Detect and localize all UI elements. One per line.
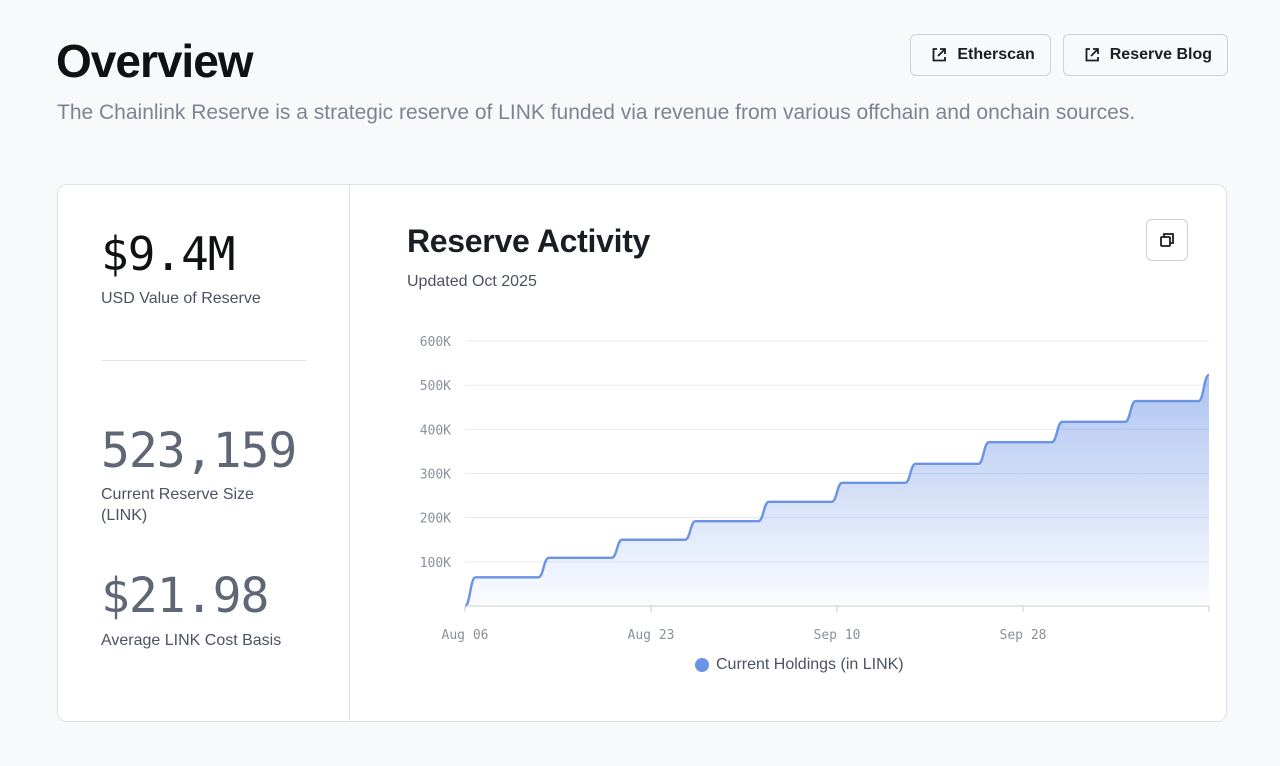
y-tick-label: 200K — [420, 512, 451, 527]
reserve-blog-button[interactable]: Reserve Blog — [1062, 34, 1228, 76]
y-tick-label: 100K — [420, 556, 451, 571]
cost-basis-label: Average LINK Cost Basis — [101, 632, 282, 649]
x-tick-label: Aug 23 — [628, 628, 675, 643]
copy-button[interactable] — [1146, 219, 1188, 261]
reserve-card: $9.4M USD Value of Reserve 523,159 Curre… — [57, 184, 1227, 722]
header-buttons: Etherscan Reserve Blog — [910, 34, 1228, 76]
usd-value: $9.4M — [101, 227, 235, 281]
page-description: The Chainlink Reserve is a strategic res… — [57, 101, 1136, 124]
x-tick-label: Sep 10 — [814, 628, 861, 643]
y-tick-label: 400K — [420, 423, 451, 438]
x-tick-label: Aug 06 — [442, 628, 489, 643]
reserve-activity-chart: 100K 200K 300K 400K 500K 600K Aug 06 Aug 23 Sep … — [420, 335, 1210, 643]
chart-panel: Reserve Activity Updated Oct 2025 100K 20… — [351, 185, 1226, 721]
chart-legend: Current Holdings (in LINK) — [695, 656, 904, 674]
legend-dot — [695, 658, 709, 672]
chart-title: Reserve Activity — [407, 223, 651, 259]
y-tick-label: 500K — [420, 379, 451, 394]
reserve-size-label: Current Reserve Size (LINK) — [101, 486, 254, 524]
metrics-panel: $9.4M USD Value of Reserve 523,159 Curre… — [58, 185, 350, 721]
reserve-size-value: 523,159 — [101, 423, 297, 479]
y-tick-label: 300K — [420, 468, 451, 483]
x-tick-label: Sep 28 — [1000, 628, 1047, 643]
external-link-icon — [932, 48, 947, 62]
series-line — [464, 373, 1210, 608]
legend-label: Current Holdings (in LINK) — [716, 656, 904, 673]
copy-icon — [1160, 233, 1174, 247]
page-title: Overview — [56, 35, 254, 87]
chart-subtitle: Updated Oct 2025 — [407, 273, 537, 290]
reserve-blog-label: Reserve Blog — [1109, 46, 1212, 63]
cost-basis-value: $21.98 — [101, 568, 269, 624]
usd-value-label: USD Value of Reserve — [101, 290, 261, 307]
metrics-divider — [101, 360, 307, 361]
area-fill — [465, 374, 1209, 606]
external-link-icon — [1085, 48, 1099, 62]
etherscan-label: Etherscan — [957, 46, 1035, 63]
y-tick-label: 600K — [420, 335, 451, 350]
etherscan-button[interactable]: Etherscan — [910, 34, 1051, 76]
